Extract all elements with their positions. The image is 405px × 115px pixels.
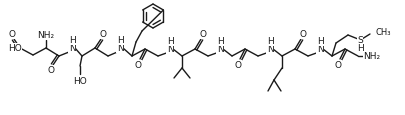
Text: N: N: [68, 44, 75, 53]
Text: H: H: [68, 36, 75, 45]
Text: N: N: [217, 45, 224, 54]
Text: H: H: [217, 37, 224, 46]
Text: O: O: [100, 30, 107, 39]
Text: N: N: [266, 45, 273, 54]
Text: O: O: [234, 61, 241, 70]
Text: O: O: [200, 30, 207, 39]
Text: CH₃: CH₃: [376, 28, 392, 37]
Text: O: O: [134, 61, 141, 70]
Text: S: S: [357, 36, 363, 45]
Text: H: H: [266, 37, 273, 46]
Text: NH₂: NH₂: [363, 52, 380, 61]
Text: N: N: [117, 44, 124, 53]
Text: H: H: [117, 36, 124, 45]
Text: O: O: [9, 30, 15, 39]
Text: HO: HO: [8, 44, 22, 53]
Text: O: O: [335, 61, 341, 70]
Text: H: H: [317, 37, 323, 46]
Text: H: H: [358, 44, 364, 53]
Text: HO: HO: [73, 77, 87, 86]
Text: N: N: [317, 45, 323, 54]
Text: H: H: [166, 37, 173, 46]
Text: NH₂: NH₂: [37, 31, 55, 40]
Text: O: O: [300, 30, 307, 39]
Text: N: N: [166, 45, 173, 54]
Text: O: O: [47, 66, 55, 75]
